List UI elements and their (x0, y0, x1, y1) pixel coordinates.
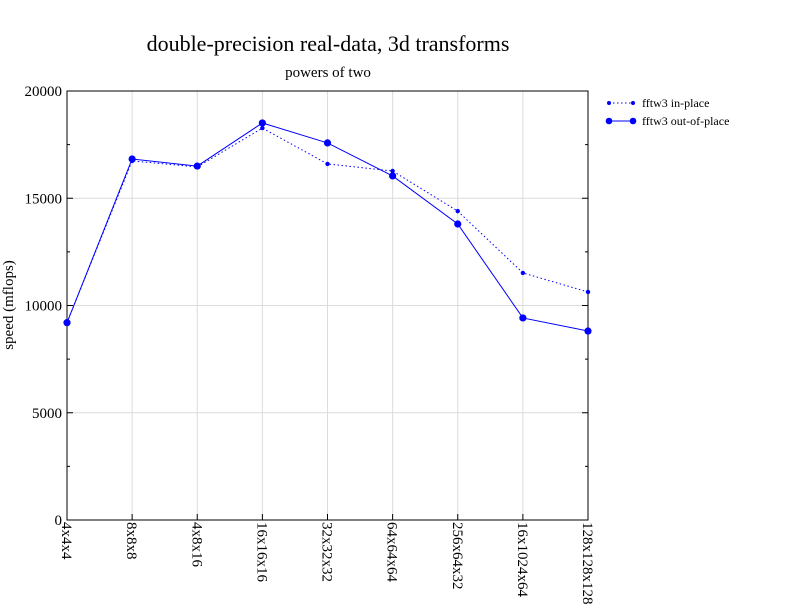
data-point (323, 139, 332, 147)
data-point (390, 168, 395, 174)
x-tick-label: 256x64x32 (449, 522, 465, 590)
series-line-0 (66, 127, 589, 323)
grid (67, 91, 588, 520)
data-point (519, 314, 527, 322)
data-point (584, 327, 592, 335)
data-point (325, 161, 330, 167)
x-tick-label: 16x1024x64 (514, 522, 530, 598)
y-axis-label: speed (mflops) (1, 260, 17, 350)
chart-title: double-precision real-data, 3d transform… (147, 31, 510, 56)
axes: 4x4x4 8x8x8 4x8x16 16x16x16 32x32x32 64x64x64… (25, 84, 596, 605)
y-tick-label: 15000 (25, 191, 63, 207)
x-tick-label: 4x4x4 (58, 522, 74, 560)
y-tick-label: 5000 (32, 406, 62, 422)
legend-marker (631, 101, 635, 105)
data-point (63, 319, 71, 327)
data-point (520, 270, 526, 276)
legend-marker (629, 117, 637, 125)
x-tick-label: 8x8x8 (123, 522, 139, 560)
plot-frame (66, 90, 589, 521)
series (63, 119, 592, 335)
data-point (260, 125, 265, 131)
legend-label: fftw3 in-place (642, 96, 709, 110)
legend-marker (605, 117, 613, 125)
x-tick-label: 64x64x64 (384, 522, 400, 583)
data-point (389, 172, 397, 180)
x-tick-label: 32x32x32 (319, 522, 335, 582)
data-point (454, 220, 462, 228)
data-point (128, 155, 136, 163)
legend-marker (607, 101, 611, 105)
y-tick-label: 0 (55, 513, 63, 529)
y-tick-label: 10000 (25, 299, 63, 315)
legend: fftw3 in-place fftw3 out-of-place (605, 96, 729, 128)
legend-label: fftw3 out-of-place (642, 114, 729, 128)
x-tick-label: 4x8x16 (188, 522, 204, 568)
x-tick-label: 16x16x16 (253, 522, 269, 583)
data-point (455, 208, 460, 214)
data-point (258, 119, 266, 127)
x-tick-label: 128x128x128 (579, 522, 595, 605)
y-tick-label: 20000 (25, 84, 63, 100)
data-point (193, 162, 201, 170)
data-point (585, 289, 591, 295)
chart-subtitle: powers of two (285, 65, 371, 81)
